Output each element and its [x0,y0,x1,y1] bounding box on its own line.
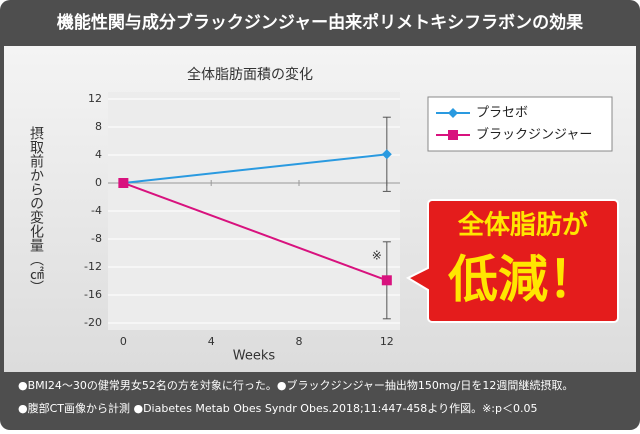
series-line [123,182,388,282]
x-tick-label: 8 [296,335,303,348]
y-tick-label: -16 [84,288,102,301]
x-tick-label: 4 [208,335,215,348]
x-tick-label: 0 [120,335,127,348]
series-line [123,153,387,184]
point [448,108,458,118]
y-tick-label: 12 [88,92,102,105]
x-axis-label: Weeks [233,349,276,364]
legend [427,96,613,152]
point [381,149,392,160]
callout-line2: 低減！ [448,251,598,309]
x-tick-label: 12 [380,335,394,348]
chart-title: 全体脂肪面積の変化 [187,66,313,83]
y-tick-label: 4 [95,148,102,161]
callout-line1: 全体脂肪が [457,210,588,241]
footnote: ●BMI24～30の健常男女52名の方を対象に行った。●ブラックジンジャー抽出物… [18,378,573,392]
point [381,275,392,286]
y-tick-label: 8 [95,120,102,133]
y-tick-label: 0 [95,176,102,189]
header-title: 機能性関与成分ブラックジンジャー由来ポリメトキシフラボンの効果 [57,12,583,33]
footnote: ●腹部CT画像から計測 ●Diabetes Metab Obes Syndr O… [18,401,538,415]
y-tick-label: -8 [91,232,102,245]
point [118,178,129,188]
y-tick-label: -20 [84,316,102,329]
callout-box [405,199,619,323]
y-tick-label: -12 [84,260,102,273]
point [448,130,458,140]
y-tick-label: -4 [91,204,102,217]
annotation: ※ [372,248,382,262]
legend-label: ブラックジンジャー [476,127,592,143]
y-axis-label: 摂取前からの変化量（㎠） [28,126,44,294]
legend-label: プラセボ [476,106,528,121]
callout: 全体脂肪が 低減！ [405,199,619,323]
